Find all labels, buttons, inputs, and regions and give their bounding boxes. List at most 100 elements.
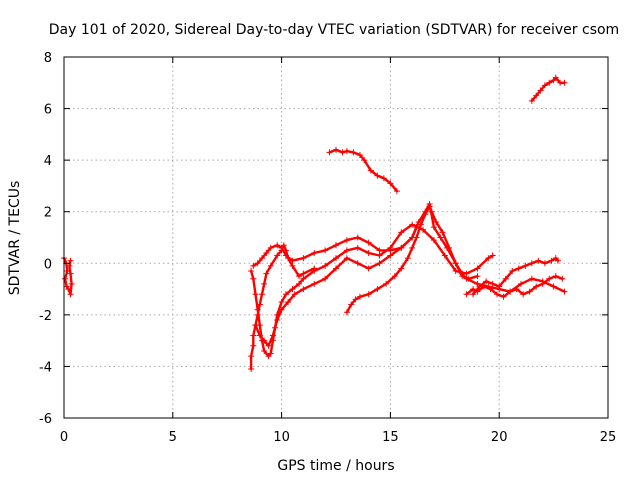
- data-point: [254, 260, 261, 267]
- data-point: [291, 291, 298, 298]
- data-point: [252, 322, 259, 329]
- y-axis-label: SDTVAR / TECUs: [7, 181, 23, 296]
- data-point: [278, 244, 285, 251]
- data-point: [476, 283, 483, 290]
- data-point: [463, 291, 470, 298]
- data-point: [533, 283, 540, 290]
- data-point: [474, 273, 481, 280]
- data-point: [502, 275, 509, 282]
- data-point: [265, 342, 272, 349]
- data-point: [267, 244, 274, 251]
- data-point: [533, 92, 540, 99]
- data-point: [428, 208, 435, 215]
- data-point: [269, 332, 276, 339]
- data-series-arc-e: [328, 148, 399, 193]
- data-point: [365, 239, 372, 246]
- data-point: [483, 278, 490, 285]
- data-point: [554, 257, 561, 264]
- data-point: [333, 255, 339, 262]
- data-point: [398, 265, 405, 272]
- data-point: [350, 149, 357, 156]
- data-point: [343, 309, 350, 316]
- data-point: [437, 234, 444, 241]
- data-point: [365, 265, 372, 272]
- axis-ticks: 0 5 10 15 20 25 -6 -4 -2 0 2 4 6 8: [39, 51, 616, 445]
- data-point: [248, 366, 255, 373]
- data-point: [361, 157, 368, 164]
- data-point: [387, 252, 394, 259]
- data-point: [261, 337, 268, 344]
- x-axis-label: GPS time / hours: [277, 458, 394, 474]
- data-point: [68, 280, 75, 287]
- y-tick-label: -4: [39, 360, 52, 375]
- data-point: [430, 237, 437, 244]
- data-point: [248, 353, 255, 360]
- data-point: [496, 283, 503, 290]
- data-point: [354, 234, 361, 241]
- y-tick-label: 6: [44, 103, 52, 118]
- data-point: [515, 265, 522, 272]
- data-point: [278, 298, 285, 305]
- data-point: [311, 249, 318, 256]
- data-point: [374, 172, 381, 179]
- data-point: [289, 257, 296, 264]
- data-point: [343, 148, 350, 155]
- data-point: [535, 257, 542, 264]
- data-series-arc-f: [345, 205, 566, 314]
- data-point: [487, 286, 494, 293]
- data-point: [441, 252, 448, 259]
- data-point: [376, 252, 383, 259]
- data-point: [446, 244, 453, 251]
- data-point: [296, 273, 303, 280]
- data-point: [391, 273, 398, 280]
- data-point: [250, 342, 257, 349]
- data-point: [546, 79, 553, 86]
- data-point: [420, 226, 427, 233]
- data-point: [398, 229, 405, 236]
- data-point: [528, 260, 535, 267]
- x-tick-label: 25: [600, 430, 617, 445]
- data-point: [296, 280, 303, 287]
- data-point: [387, 247, 394, 254]
- data-point: [409, 221, 416, 228]
- data-point: [409, 244, 416, 251]
- data-point: [289, 262, 296, 269]
- data-point: [300, 275, 307, 282]
- data-point: [261, 280, 268, 287]
- data-point: [365, 291, 372, 298]
- data-point: [343, 237, 350, 244]
- data-point: [517, 280, 524, 287]
- data-point: [259, 255, 266, 262]
- data-point: [413, 234, 420, 241]
- data-point: [256, 332, 263, 339]
- data-point: [528, 275, 535, 282]
- data-point: [282, 291, 289, 298]
- data-point: [548, 257, 555, 264]
- data-point: [509, 268, 516, 275]
- data-point: [326, 149, 333, 156]
- y-tick-label: 4: [44, 154, 52, 169]
- data-point: [250, 262, 257, 269]
- data-point: [67, 270, 74, 277]
- data-point: [541, 260, 548, 267]
- plot-frame: [63, 56, 609, 419]
- data-point: [463, 275, 470, 282]
- data-point: [485, 255, 492, 262]
- data-point: [62, 275, 69, 282]
- data-point: [494, 291, 501, 298]
- data-point: [300, 270, 307, 277]
- data-point: [348, 301, 355, 308]
- data-point: [64, 268, 71, 275]
- data-point: [322, 247, 329, 254]
- data-point: [520, 291, 527, 298]
- data-point: [250, 275, 257, 282]
- data-point: [426, 203, 433, 210]
- data-point: [507, 288, 514, 295]
- data-point: [546, 275, 553, 282]
- data-point: [285, 298, 292, 305]
- data-point: [333, 146, 339, 153]
- data-point: [433, 219, 440, 226]
- data-point: [289, 286, 296, 293]
